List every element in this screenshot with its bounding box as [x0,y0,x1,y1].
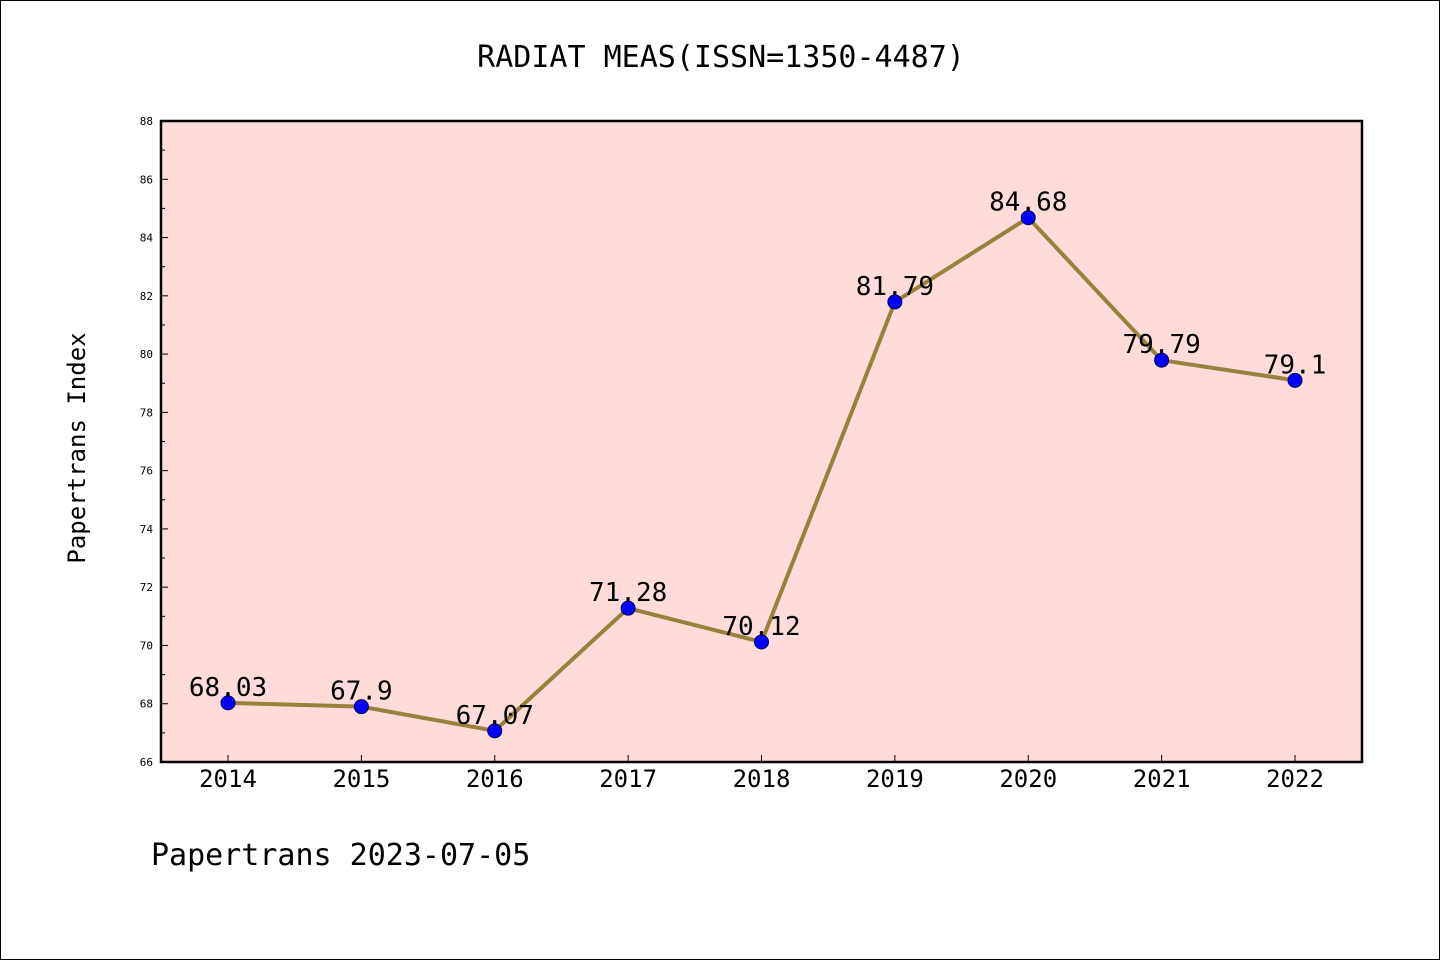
data-label: 79.1 [1264,350,1327,380]
y-axis-label: Papertrans Index [63,332,91,563]
y-tick-label: 70 [140,639,153,652]
x-tick-label: 2022 [1266,765,1324,793]
x-tick-label: 2017 [599,765,657,793]
data-label: 84.68 [989,188,1067,218]
data-point [754,634,769,650]
data-label: 71.28 [589,578,667,608]
plot-area [161,121,1362,762]
data-point [887,294,903,310]
x-tick-label: 2014 [199,765,257,793]
y-tick-label: 78 [140,406,153,419]
data-label: 70.12 [722,612,800,642]
data-label: 67.9 [330,677,393,707]
footer-text: Papertrans 2023-07-05 [151,838,530,873]
y-tick-label: 72 [140,581,153,594]
x-tick-label: 2016 [466,765,524,793]
y-tick-label: 66 [140,756,153,769]
y-tick-label: 86 [140,173,153,186]
x-axis: 2014 2015 2016 2017 2018 2019 2020 2021 2022 [199,755,1324,793]
x-tick-label: 2015 [332,765,390,793]
data-point [1154,352,1170,368]
data-point [220,695,236,711]
plot-border [159,119,1364,764]
y-tick-label: 80 [140,348,153,361]
y-tick-label: 68 [140,698,153,711]
chart-title: RADIAT MEAS(ISSN=1350-4487) [477,40,965,75]
data-label: 81.79 [856,272,934,302]
x-tick-label: 2021 [1133,765,1191,793]
y-tick-label: 88 [140,115,153,128]
x-tick-label: 2019 [866,765,924,793]
y-tick-label: 84 [140,232,154,245]
data-point [1287,372,1303,388]
y-tick-label: 76 [140,465,153,478]
y-axis: 66 68 70 72 74 76 78 80 82 84 86 88 [140,115,168,769]
data-label: 67.07 [456,701,534,731]
data-point [1020,210,1036,226]
y-tick-label: 82 [140,290,153,303]
data-series: 68.03 67.9 67.07 71.28 70.12 81.79 84.68 79.79 7… [189,188,1327,739]
y-tick-label: 74 [140,523,154,536]
data-label: 79.79 [1122,330,1200,360]
data-label: 68.03 [189,673,267,703]
data-point [620,600,636,616]
data-point [353,699,369,715]
data-point [487,723,503,739]
x-tick-label: 2020 [999,765,1057,793]
x-tick-label: 2018 [733,765,791,793]
